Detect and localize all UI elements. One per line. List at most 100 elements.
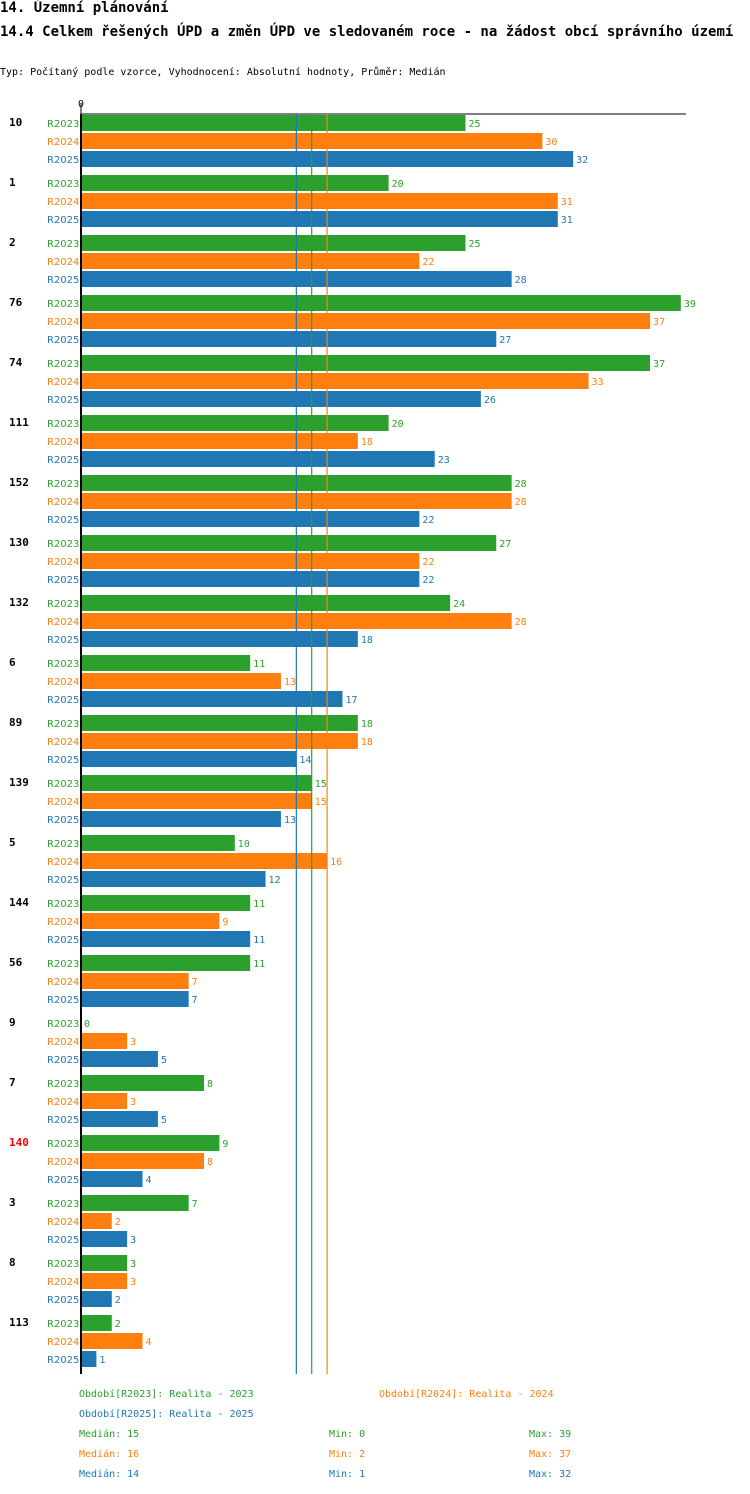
bar-value-label: 11 [253, 935, 265, 946]
bar-value-label: 24 [453, 599, 465, 610]
series-label: R2025 [47, 1175, 79, 1186]
bar-R2025 [81, 811, 281, 827]
bar-value-label: 0 [84, 1019, 90, 1030]
bar-R2025 [81, 871, 266, 887]
series-label: R2024 [47, 1217, 79, 1228]
bar-value-label: 30 [545, 137, 557, 148]
series-label: R2024 [47, 137, 79, 148]
bar-value-label: 20 [392, 419, 404, 430]
bar-R2024 [81, 553, 420, 569]
category-label: 3 [9, 1196, 16, 1209]
series-label: R2024 [47, 917, 79, 928]
bar-R2025 [81, 211, 558, 227]
bar-R2023 [81, 715, 358, 731]
bar-R2025 [81, 571, 420, 587]
series-label: R2023 [47, 1079, 79, 1090]
bar-R2025 [81, 751, 297, 767]
bar-value-label: 11 [253, 899, 265, 910]
series-label: R2023 [47, 299, 79, 310]
section-heading: 14. Územní plánování [0, 0, 169, 16]
series-label: R2023 [47, 1319, 79, 1330]
category-label: 130 [9, 536, 29, 549]
bar-value-label: 18 [361, 635, 373, 646]
bar-value-label: 28 [515, 497, 527, 508]
bar-value-label: 2 [115, 1319, 121, 1330]
series-label: R2023 [47, 599, 79, 610]
series-label: R2024 [47, 677, 79, 688]
category-label: 9 [9, 1016, 16, 1029]
series-label: R2023 [47, 239, 79, 250]
series-label: R2023 [47, 179, 79, 190]
series-label: R2025 [47, 515, 79, 526]
bar-R2024 [81, 1333, 143, 1349]
bar-R2024 [81, 1213, 112, 1229]
bar-R2025 [81, 451, 435, 467]
series-label: R2025 [47, 935, 79, 946]
bar-value-label: 17 [345, 695, 357, 706]
series-label: R2024 [47, 377, 79, 388]
series-label: R2025 [47, 155, 79, 166]
legend-median: Medián: 14 [79, 1469, 140, 1480]
category-label: 152 [9, 476, 29, 489]
bar-value-label: 7 [192, 1199, 198, 1210]
series-label: R2023 [47, 779, 79, 790]
series-label: R2023 [47, 419, 79, 430]
bar-value-label: 31 [561, 215, 573, 226]
category-label: 1 [9, 176, 16, 189]
bar-value-label: 28 [515, 479, 527, 490]
series-label: R2023 [47, 719, 79, 730]
bar-value-label: 9 [222, 917, 228, 928]
bar-value-label: 13 [284, 815, 296, 826]
legend-max: Max: 32 [529, 1469, 572, 1480]
bar-R2023 [81, 295, 681, 311]
bar-value-label: 11 [253, 659, 265, 670]
bar-value-label: 3 [130, 1097, 136, 1108]
series-label: R2024 [47, 197, 79, 208]
chart-title: 14.4 Celkem řešených ÚPD a změn ÚPD ve s… [0, 24, 734, 40]
legend-min: Min: 1 [329, 1469, 366, 1480]
legend-period-r2025: Období[R2025]: Realita - 2025 [79, 1409, 254, 1420]
category-label: 56 [9, 956, 23, 969]
bar-value-label: 5 [161, 1115, 167, 1126]
bar-R2025 [81, 631, 358, 647]
bar-value-label: 28 [515, 617, 527, 628]
bar-value-label: 1 [99, 1355, 105, 1366]
legend-median: Medián: 16 [79, 1449, 140, 1460]
category-label: 111 [9, 416, 29, 429]
series-label: R2025 [47, 995, 79, 1006]
bar-R2023 [81, 955, 251, 971]
series-label: R2024 [47, 437, 79, 448]
category-label: 89 [9, 716, 22, 729]
series-label: R2024 [47, 317, 79, 328]
bar-R2023 [81, 1315, 112, 1331]
bar-value-label: 33 [592, 377, 604, 388]
series-label: R2023 [47, 899, 79, 910]
category-label: 144 [9, 896, 29, 909]
bar-R2023 [81, 235, 466, 251]
series-label: R2025 [47, 1055, 79, 1066]
series-label: R2023 [47, 1199, 79, 1210]
bar-R2024 [81, 373, 589, 389]
legend-max: Max: 37 [529, 1449, 572, 1460]
bar-value-label: 28 [515, 275, 527, 286]
x-axis-zero-label: 0 [78, 99, 84, 110]
bar-R2024 [81, 1033, 128, 1049]
bar-value-label: 5 [161, 1055, 167, 1066]
bar-value-label: 8 [207, 1157, 213, 1168]
bar-value-label: 15 [315, 779, 327, 790]
legend-period-r2024: Období[R2024]: Realita - 2024 [379, 1389, 554, 1400]
series-label: R2024 [47, 857, 79, 868]
bar-value-label: 22 [422, 557, 434, 568]
series-label: R2023 [47, 119, 79, 130]
series-label: R2024 [47, 737, 79, 748]
category-label: 2 [9, 236, 16, 249]
series-label: R2025 [47, 635, 79, 646]
category-label: 132 [9, 596, 29, 609]
series-label: R2023 [47, 479, 79, 490]
category-label: 74 [9, 356, 23, 369]
bar-value-label: 3 [130, 1259, 136, 1270]
series-label: R2025 [47, 815, 79, 826]
bar-R2025 [81, 1351, 97, 1367]
bar-value-label: 4 [146, 1175, 152, 1186]
bar-R2025 [81, 931, 251, 947]
